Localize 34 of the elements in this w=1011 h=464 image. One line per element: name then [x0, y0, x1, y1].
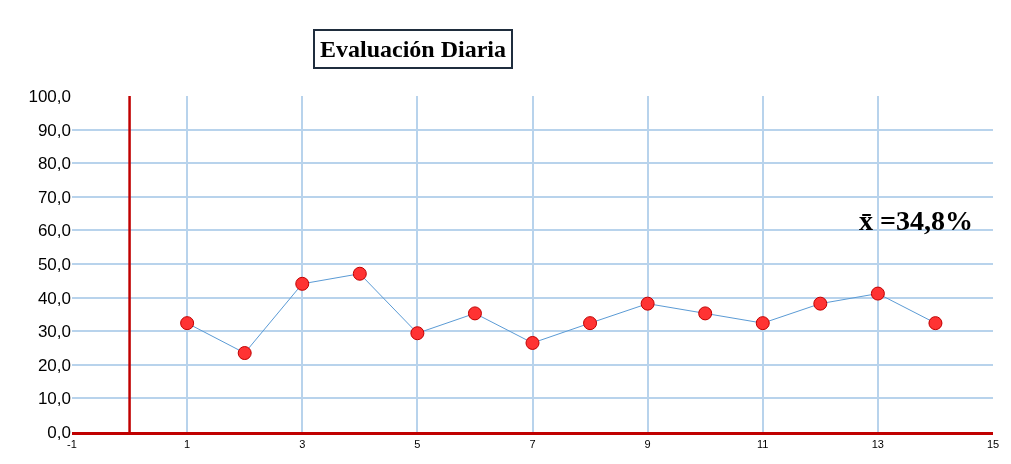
- point: [352, 266, 367, 281]
- point: [237, 346, 252, 361]
- point: [813, 296, 828, 311]
- annotation: x̄ =34,8%: [859, 205, 973, 236]
- point: [583, 316, 598, 331]
- point: [755, 316, 770, 331]
- x-tick-label: 3: [299, 437, 306, 450]
- point: [870, 286, 885, 301]
- point: [525, 335, 540, 350]
- y-tick-label: 90,0: [37, 120, 71, 140]
- y-tick-label: 50,0: [37, 254, 71, 274]
- x-tick-label: 7: [529, 437, 536, 450]
- y-tick-label: 70,0: [37, 187, 71, 207]
- x-tick-label: 9: [644, 437, 651, 450]
- point: [698, 306, 713, 321]
- point: [928, 316, 943, 331]
- point: [640, 296, 655, 311]
- point: [295, 276, 310, 291]
- y-tick-label: 30,0: [37, 322, 71, 342]
- x-tick-label: 13: [871, 437, 885, 450]
- y-tick-label: 20,0: [37, 355, 71, 375]
- point: [467, 306, 482, 321]
- y-tick-label: 100,0: [28, 86, 71, 106]
- x-tick-label: 11: [757, 437, 769, 450]
- x-tick-label: 1: [184, 437, 191, 450]
- y-tick-label: 10,0: [37, 389, 71, 409]
- point: [410, 326, 425, 341]
- point: [180, 316, 195, 331]
- y-tick-label: 40,0: [37, 288, 71, 308]
- x-tick-label: 15: [986, 437, 1000, 450]
- chart-title: Evaluación Diaria: [320, 36, 507, 62]
- y-tick-label: 60,0: [37, 221, 71, 241]
- x-tick-label: 5: [414, 437, 421, 450]
- y-tick-label: 80,0: [37, 154, 71, 174]
